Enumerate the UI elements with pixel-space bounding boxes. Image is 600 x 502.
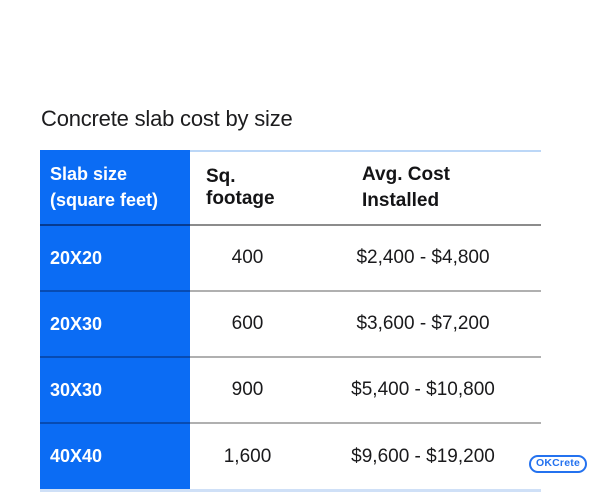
row-2-sq-footage: 600 — [190, 292, 305, 358]
table-title: Concrete slab cost by size — [41, 106, 293, 131]
header-avg-cost-line1: Avg. Cost — [362, 164, 450, 185]
row-4-slab-size: 40X40 — [40, 424, 190, 489]
row-3-avg-cost: $5,400 - $10,800 — [305, 358, 541, 424]
row-1-slab-size: 20X20 — [40, 226, 190, 292]
header-slab-size-line1: Slab size — [50, 164, 128, 184]
okcrete-logo-text: OKCrete — [536, 457, 580, 469]
header-avg-cost: Avg. Cost Installed — [305, 150, 541, 226]
cost-table: Slab size (square feet) Sq. footage Avg.… — [40, 150, 541, 492]
row-1-avg-cost: $2,400 - $4,800 — [305, 226, 541, 292]
okcrete-logo: OKCrete — [529, 455, 587, 473]
header-slab-size-line2: (square feet) — [50, 190, 159, 210]
row-1-sq-footage: 400 — [190, 226, 305, 292]
header-slab-size: Slab size (square feet) — [40, 150, 190, 226]
header-avg-cost-line2: Installed — [362, 190, 440, 211]
header-sq-footage: Sq. footage — [190, 150, 305, 226]
row-2-avg-cost: $3,600 - $7,200 — [305, 292, 541, 358]
header-avg-cost-block: Avg. Cost Installed — [362, 162, 450, 214]
row-3-sq-footage: 900 — [190, 358, 305, 424]
row-4-sq-footage: 1,600 — [223, 445, 272, 467]
row-3-slab-size: 30X30 — [40, 358, 190, 424]
row-4-avg-cost: $9,600 - $19,200 — [351, 445, 495, 467]
header-sq-footage-label: Sq. footage — [206, 166, 275, 209]
row-2-slab-size: 20X30 — [40, 292, 190, 358]
